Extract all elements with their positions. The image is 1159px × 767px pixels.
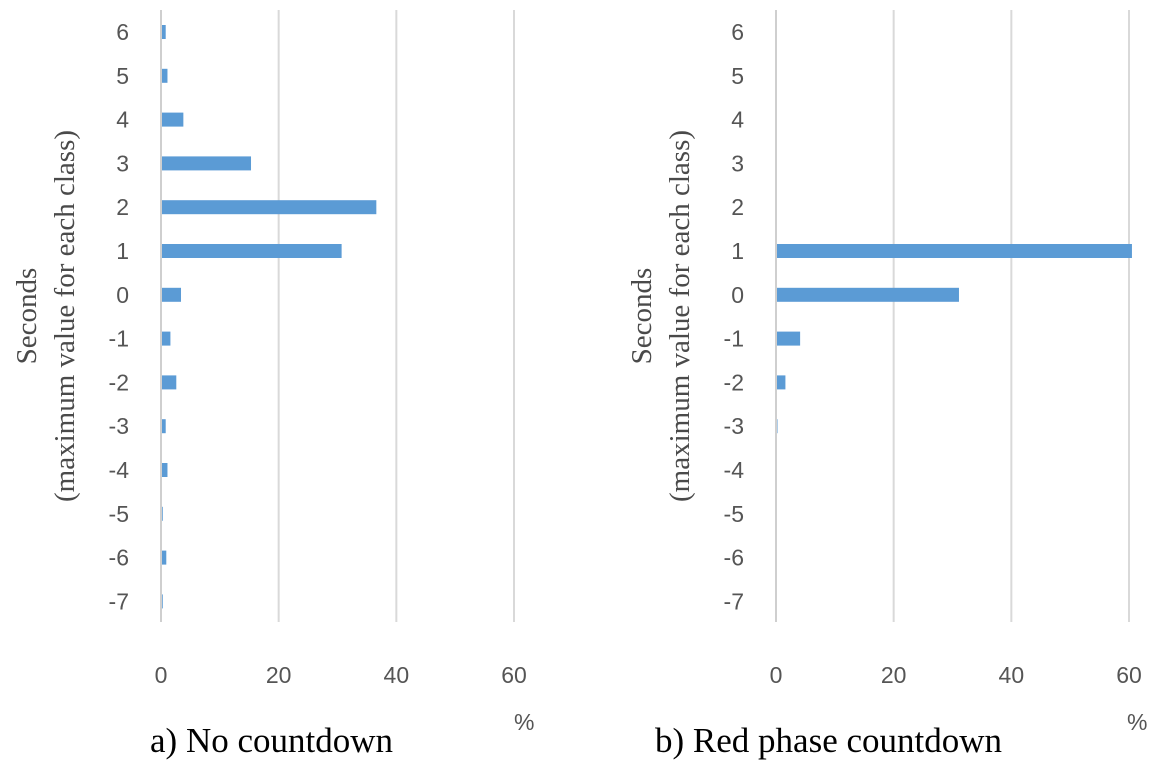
caption-b: b) Red phase countdown [655,721,1002,760]
x-tick-label-a: 40 [384,662,410,688]
y-tick-label-b: -3 [724,413,744,439]
bar-a-5 [161,68,168,83]
y-tick-label-a: -5 [109,501,129,527]
bar-a-2 [161,200,377,215]
bars-a [161,25,377,609]
y-tick-label-b: 2 [731,194,744,220]
x-tick-labels-b: 0 20 40 60 [770,662,1142,688]
gridlines-a [277,10,515,622]
x-unit-b: % [1127,709,1147,735]
bar-b--1 [776,331,801,346]
bar-a--2 [161,375,177,390]
bar-a-6 [161,25,166,39]
y-tick-labels-b: 6 5 4 3 2 1 0 -1 -2 -3 -4 -5 -6 -7 [724,19,745,614]
y-tick-label-b: 1 [731,238,744,264]
bar-a--6 [161,550,167,565]
bar-a--3 [161,419,166,434]
bar-a-3 [161,156,252,171]
y-tick-label-b: 5 [731,63,744,89]
x-unit-a: % [514,709,534,735]
y-tick-label-b: 0 [731,282,744,308]
y-tick-label-a: -1 [109,326,129,352]
x-tick-label-a: 60 [501,662,527,688]
y-tick-label-b: -1 [724,326,744,352]
y-tick-label-b: -2 [724,369,744,395]
bars-b [776,244,1132,434]
y-tick-label-b: -4 [724,457,745,483]
x-tick-label-b: 20 [881,662,907,688]
y-axis-label-b-line2: (maximum value for each class) [664,130,696,502]
y-tick-label-a: 2 [116,194,129,220]
y-tick-label-a: 3 [116,150,129,176]
y-tick-label-a: -2 [109,369,129,395]
x-tick-label-b: 0 [770,662,783,688]
bar-b-0 [776,287,959,302]
y-axis-label-a-line2: (maximum value for each class) [49,130,81,502]
y-axis-label-b-line1: Seconds [626,268,658,365]
y-tick-label-a: 1 [116,238,129,264]
gridlines-b [892,10,1130,622]
y-tick-label-b: 6 [731,19,744,45]
bar-a-1 [161,244,342,258]
y-tick-label-a: -3 [109,413,129,439]
y-tick-label-b: 4 [731,107,744,133]
y-tick-labels-a: 6 5 4 3 2 1 0 -1 -2 -3 -4 -5 -6 -7 [109,19,130,614]
bar-a--1 [161,331,171,346]
y-tick-label-a: -6 [109,545,129,571]
y-tick-label-b: -6 [724,545,744,571]
y-tick-label-b: 3 [731,150,744,176]
bar-b--2 [776,375,786,390]
y-tick-label-b: -7 [724,588,744,614]
y-tick-label-a: 6 [116,19,129,45]
panel-b: 6 5 4 3 2 1 0 -1 -2 -3 -4 -5 -6 -7 0 20 40 60 Seconds (m… [626,10,1147,760]
x-tick-label-b: 60 [1116,662,1142,688]
caption-a: a) No countdown [150,721,393,760]
y-tick-label-a: -7 [109,588,129,614]
x-tick-label-a: 0 [155,662,168,688]
x-tick-label-a: 20 [266,662,292,688]
bar-a-0 [161,287,182,302]
y-tick-label-a: 5 [116,63,129,89]
x-tick-labels-a: 0 20 40 60 [155,662,527,688]
bar-a--4 [161,463,168,477]
y-tick-label-a: 0 [116,282,129,308]
y-axis-label-a-line1: Seconds [11,268,43,365]
panel-a: 6 5 4 3 2 1 0 -1 -2 -3 -4 -5 -6 -7 0 20 40 60 Seconds (m… [11,10,534,760]
y-tick-label-b: -5 [724,501,744,527]
y-tick-label-a: 4 [116,107,129,133]
y-tick-label-a: -4 [109,457,130,483]
bar-b-1 [776,244,1132,258]
bar-a-4 [161,112,184,127]
x-tick-label-b: 40 [999,662,1025,688]
